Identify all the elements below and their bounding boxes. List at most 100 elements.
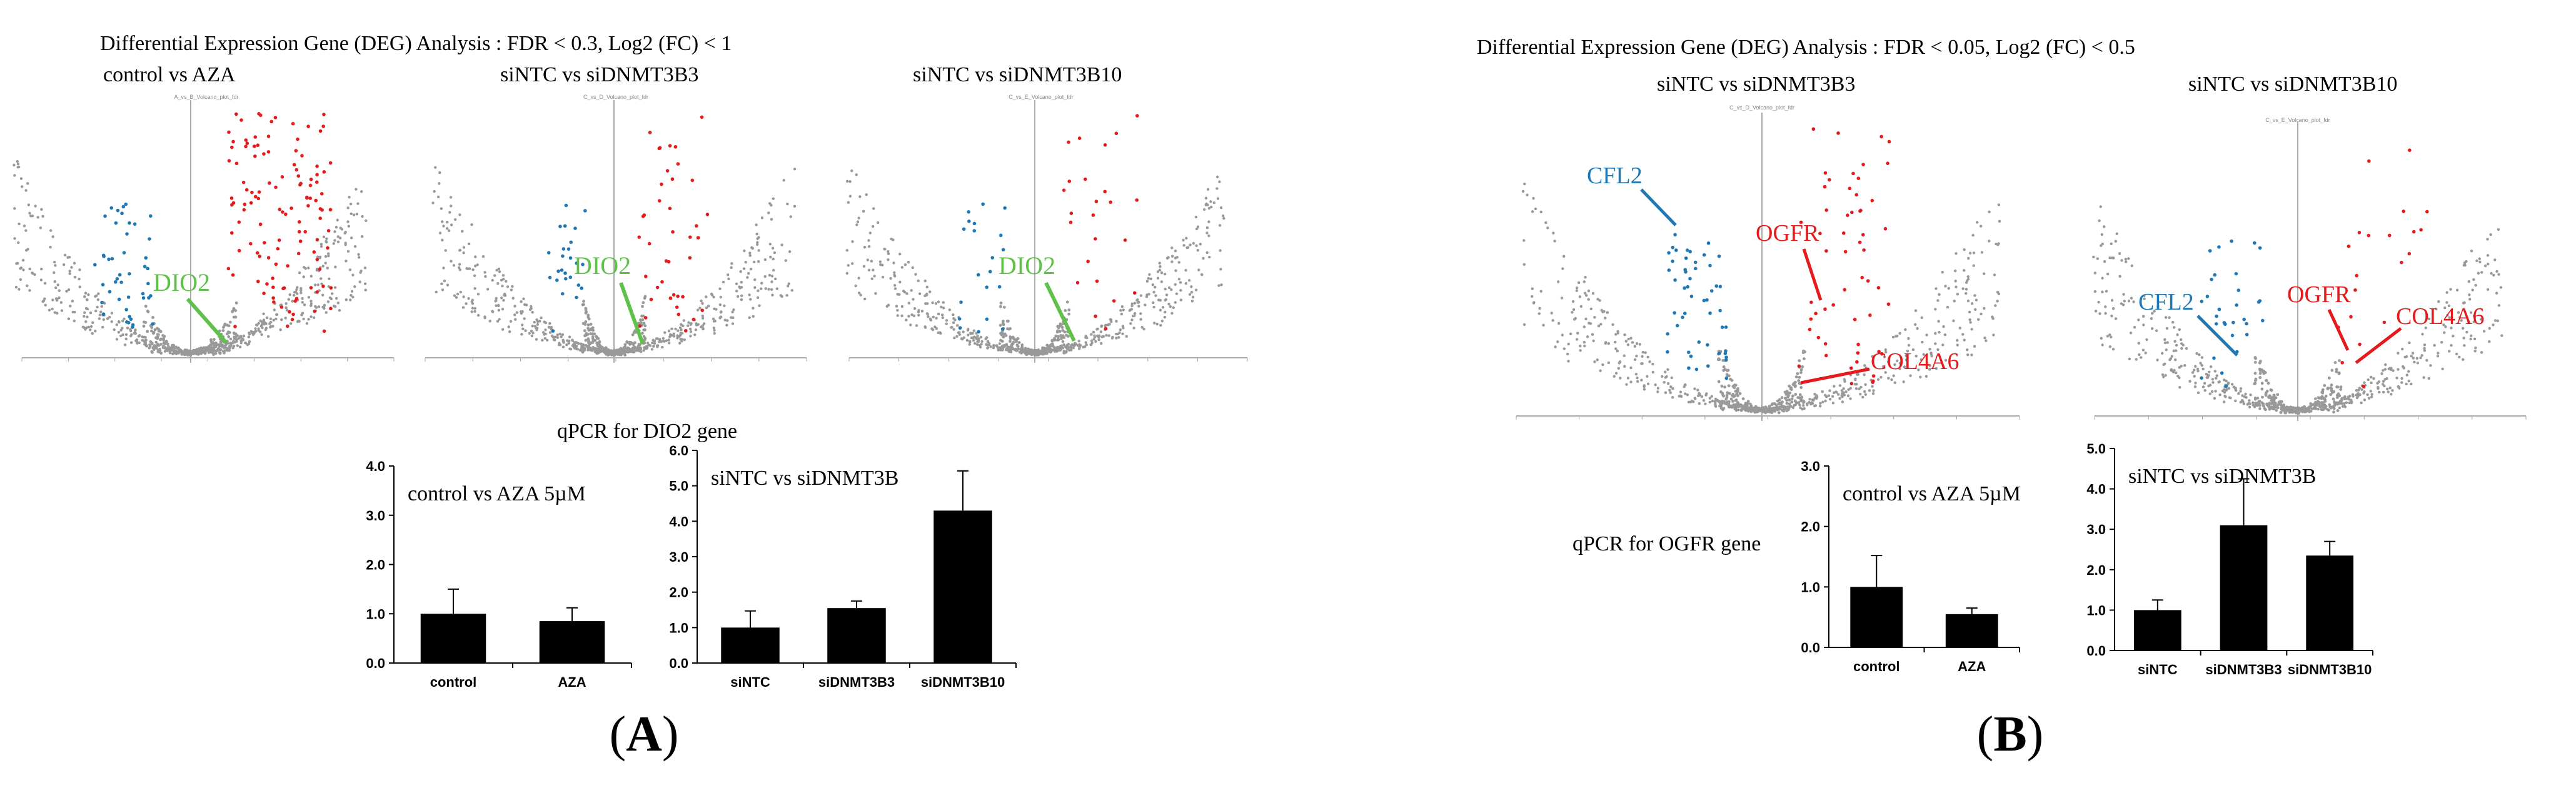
volcano-plot-a2-point-ns: [505, 280, 508, 283]
volcano-plot-b1-point-ns: [1616, 349, 1619, 353]
volcano-plot-a3-point-ns: [1001, 322, 1005, 325]
volcano-plot-b2-point-ns: [2213, 397, 2216, 400]
volcano-plot-a3-point-down: [957, 317, 962, 321]
volcano-plot-a3-point-up: [1091, 213, 1095, 217]
volcano-plot-b2-point-ns: [2150, 317, 2153, 320]
volcano-plot-b2-point-down: [2258, 299, 2262, 303]
volcano-plot-b2: C_vs_E_Volcano_plot_fdr: [2092, 117, 2527, 421]
volcano-plot-b1-point-ns: [1798, 393, 1802, 397]
volcano-plot-b2-point-ns: [2447, 304, 2451, 308]
volcano-plot-b1-point-ns: [1579, 305, 1583, 308]
volcano-plot-a2-point-ns: [763, 275, 767, 278]
volcano-plot-b1-point-up: [1797, 364, 1801, 368]
volcano-plot-a3-point-ns: [896, 308, 899, 312]
volcano-plot-b1-point-ns: [1586, 335, 1589, 338]
cfl2-label-b2: CFL2: [2138, 289, 2194, 315]
volcano-plot-a1-point-ns: [106, 317, 109, 320]
volcano-plot-a3-point-ns: [1040, 352, 1044, 355]
volcano-plot-a1-point-ns: [146, 310, 150, 313]
volcano-plot-a1-point-ns: [228, 320, 232, 324]
volcano-plot-a1-point-up: [308, 196, 313, 200]
volcano-plot-a2-point-down: [566, 247, 571, 251]
qpcr-bar-chart-b2-y-tick-label: 5.0: [2086, 441, 2106, 457]
volcano-plot-a3-point-ns: [879, 263, 882, 266]
volcano-plot-a1-point-up: [326, 246, 330, 250]
volcano-plot-a3-point-ns: [1156, 276, 1160, 280]
volcano-plot-a2-point-ns: [780, 243, 783, 246]
volcano-plot-b1-point-ns: [1596, 298, 1599, 301]
volcano-plot-a2: C_vs_D_Volcano_plot_fdr: [425, 94, 807, 363]
volcano-plot-b2-point-ns: [2376, 382, 2379, 385]
volcano-plot-a3-point-ns: [952, 313, 955, 316]
volcano-plot-b1-point-ns: [1598, 299, 1601, 302]
volcano-plot-a3-point-up: [1135, 198, 1139, 202]
volcano-plot-b1-point-ns: [1893, 381, 1896, 384]
volcano-plot-a1-point-ns: [101, 325, 104, 329]
volcano-plot-b2-point-ns: [2468, 293, 2471, 296]
volcano-plot-a1-point-ns: [338, 308, 341, 312]
volcano-plot-a1-point-ns: [44, 303, 47, 307]
volcano-plot-b2-point-ns: [2201, 385, 2205, 388]
volcano-plot-a3-point-ns: [862, 210, 865, 213]
volcano-plot-b2-point-up: [2419, 228, 2423, 232]
volcano-plot-a1-point-ns: [51, 235, 54, 238]
volcano-plot-a1-point-ns: [324, 261, 327, 265]
volcano-plot-a3-point-ns: [1130, 308, 1134, 311]
volcano-plot-a1-point-ns: [124, 333, 128, 337]
volcano-plot-a2-point-ns: [656, 345, 659, 348]
volcano-plot-a1-point-ns: [144, 338, 148, 342]
volcano-plot-b2-point-down: [2253, 241, 2257, 245]
volcano-plot-b1-point-ns: [1966, 299, 1970, 303]
volcano-plot-a2-point-ns: [696, 308, 700, 311]
volcano-plot-a3-point-ns: [1194, 215, 1198, 219]
volcano-plot-a2-point-up: [648, 130, 652, 134]
volcano-plot-b1-point-ns: [1797, 401, 1800, 405]
volcano-plot-a1-point-ns: [33, 273, 36, 276]
volcano-plot-a2-point-ns: [568, 335, 571, 338]
volcano-plot-b2-point-ns: [2222, 400, 2226, 403]
volcano-plot-a1-point-ns: [13, 237, 16, 240]
volcano-plot-a1-point-ns: [91, 321, 94, 325]
volcano-plot-a1-point-ns: [89, 325, 93, 328]
volcano-plot-b1-point-up: [1856, 351, 1860, 355]
volcano-plot-a3-point-ns: [1179, 281, 1182, 284]
volcano-plot-b2-point-ns: [2257, 400, 2261, 403]
volcano-plot-b1-point-ns: [1575, 289, 1579, 292]
volcano-plot-a1-point-ns: [345, 298, 348, 301]
volcano-plot-a1-point-ns: [323, 303, 326, 307]
volcano-plot-a1-point-up: [262, 152, 266, 156]
volcano-plot-b2-point-ns: [2280, 400, 2283, 403]
volcano-plot-a1-point-ns: [332, 242, 335, 245]
volcano-plot-b1-point-ns: [1722, 365, 1726, 368]
volcano-plot-a2-point-ns: [782, 179, 785, 182]
volcano-plot-a3-point-ns: [999, 301, 1003, 305]
volcano-plot-a1-point-up: [249, 201, 253, 205]
volcano-plot-a2-point-ns: [565, 343, 568, 347]
volcano-plot-b1-point-down: [1687, 366, 1691, 370]
volcano-plot-a3-point-ns: [1165, 256, 1169, 260]
volcano-plot-b1-point-ns: [1980, 312, 1983, 316]
volcano-plot-b2-point-ns: [2268, 407, 2272, 410]
volcano-plot-a1-point-ns: [138, 341, 141, 345]
volcano-plot-a2-point-ns: [481, 255, 485, 258]
volcano-plot-b1-point-down: [1686, 350, 1691, 355]
volcano-plot-a1-point-ns: [174, 345, 178, 349]
volcano-plot-a1-point-ns: [232, 340, 235, 343]
volcano-plot-a3-point-ns: [972, 339, 975, 342]
volcano-plot-a1-point-ns: [21, 258, 25, 262]
volcano-plot-a3-point-ns: [1070, 343, 1073, 347]
volcano-plot-a2-point-ns: [663, 331, 667, 334]
volcano-plot-a3-point-down: [959, 300, 963, 304]
volcano-plot-a2-point-ns: [770, 280, 773, 283]
volcano-plot-a2-point-ns: [722, 280, 725, 284]
volcano-plot-b2-point-ns: [2180, 342, 2183, 345]
volcano-plot-a2-point-up: [665, 169, 670, 173]
volcano-plot-b2-point-ns: [2338, 359, 2341, 362]
volcano-plot-a1-point-up: [278, 208, 282, 211]
volcano-plot-b1-point-ns: [1531, 210, 1534, 213]
volcano-plot-a3-point-down: [972, 229, 977, 233]
volcano-plot-a3-point-ns: [1097, 338, 1100, 342]
volcano-plot-b2-point-ns: [2253, 397, 2257, 401]
volcano-plot-b2-point-ns: [2132, 300, 2135, 303]
volcano-plot-a2-point-ns: [556, 336, 560, 339]
